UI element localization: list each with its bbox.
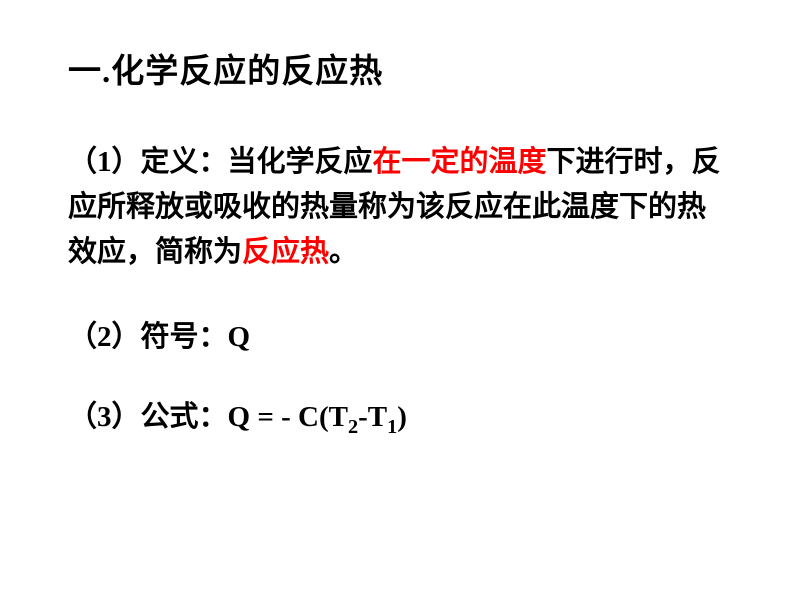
definition-highlight1: 在一定的温度 (373, 146, 547, 178)
symbol-block: （2）符号：Q (68, 313, 726, 355)
symbol-label: （2）符号： (68, 321, 228, 353)
definition-block: （1）定义：当化学反应在一定的温度下进行时，反应所释放或吸收的热量称为该反应在此… (68, 140, 726, 275)
section-title: 一.化学反应的反应热 (68, 44, 726, 92)
formula-sub2: 1 (387, 416, 397, 438)
formula-equals: = (250, 401, 281, 433)
definition-part3: 。 (329, 236, 358, 268)
formula-expression: Q = - C(T2-T1) (228, 401, 407, 433)
formula-suffix: ) (397, 401, 407, 433)
symbol-value: Q (228, 321, 251, 353)
definition-highlight2: 反应热 (242, 236, 329, 268)
formula-rhs-prefix: - C(T (281, 401, 348, 433)
definition-part1: 当化学反应 (228, 146, 373, 178)
formula-label: （3）公式： (68, 401, 228, 433)
formula-sub1: 2 (348, 416, 358, 438)
definition-label: （1）定义： (68, 146, 228, 178)
formula-mid: -T (358, 401, 387, 433)
formula-lhs: Q (228, 401, 251, 433)
formula-block: （3）公式：Q = - C(T2-T1) (68, 393, 726, 439)
